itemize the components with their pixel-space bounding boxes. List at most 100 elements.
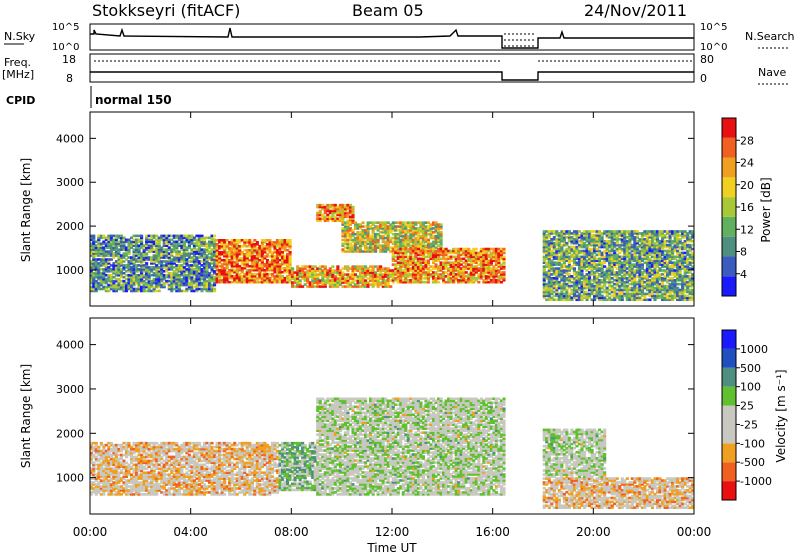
echo-cell (210, 270, 214, 273)
echo-cell (150, 244, 154, 248)
echo-cell (286, 270, 290, 274)
echo-cell (547, 277, 551, 280)
echo-cell (653, 251, 657, 255)
echo-cell (89, 234, 93, 238)
echo-cell (137, 260, 141, 263)
echo-cell (542, 286, 546, 290)
echo-cell (406, 240, 410, 244)
echo-cell (318, 281, 322, 284)
echo-cell (129, 258, 134, 261)
echo-cell (157, 273, 161, 277)
echo-cell (593, 273, 597, 276)
echo-cell (230, 264, 234, 268)
echo-cell (613, 286, 617, 290)
echo-cell (668, 249, 672, 253)
echo-cell (99, 277, 103, 281)
echo-cell (489, 257, 493, 261)
echo-cell (628, 236, 632, 239)
echo-cell (265, 278, 269, 282)
echo-cell (117, 250, 121, 253)
echo-cell (572, 280, 577, 284)
echo-cell (474, 253, 478, 257)
echo-cell (192, 271, 196, 275)
echo-cell (376, 229, 380, 232)
echo-cell (399, 261, 403, 264)
echo-cell (192, 270, 196, 273)
echo-cell (187, 287, 191, 291)
echo-cell (474, 277, 478, 280)
echo-cell (210, 273, 214, 277)
echo-cell (182, 244, 186, 248)
echo-cell (630, 296, 634, 300)
echo-cell (613, 288, 617, 292)
echo-cell (668, 271, 672, 274)
echo-cell (555, 273, 559, 276)
echo-cell (658, 249, 662, 253)
echo-cell (328, 285, 332, 288)
echo-cell (424, 275, 428, 278)
echo-cell (331, 205, 335, 209)
echo-cell (620, 239, 624, 243)
echo-cell (625, 288, 629, 292)
echo-cell (497, 269, 501, 272)
echo-cell (467, 278, 471, 282)
echo-cell (358, 232, 363, 236)
echo-cell (250, 264, 254, 268)
echo-cell (643, 251, 647, 255)
echo-cell (396, 238, 400, 242)
echo-cell (660, 245, 665, 249)
echo-cell (99, 275, 103, 279)
echo-cell (117, 281, 121, 285)
echo-cell (401, 255, 405, 259)
echo-cell (381, 267, 385, 270)
echo-cell (615, 259, 619, 263)
echo-cell (489, 269, 493, 272)
echo-cell (497, 249, 501, 253)
echo-cell (484, 251, 488, 255)
echo-cell (600, 273, 604, 276)
echo-cell (248, 252, 252, 256)
echo-cell (99, 262, 103, 265)
echo-cell (338, 215, 342, 219)
echo-cell (270, 266, 275, 270)
echo-cell (552, 237, 556, 241)
echo-cell (142, 246, 146, 249)
echo-cell (185, 234, 189, 238)
echo-cell (333, 271, 337, 274)
echo-cell (633, 251, 637, 255)
echo-cell (114, 268, 118, 271)
echo-cell (142, 268, 146, 271)
echo-cell (190, 240, 194, 244)
echo-cell (401, 257, 405, 261)
echo-cell (620, 288, 624, 292)
echo-cell (175, 244, 179, 248)
echo-cell (286, 274, 290, 278)
echo-cell (489, 263, 493, 266)
echo-cell (197, 270, 202, 273)
echo-cell (286, 260, 290, 264)
echo-cell (449, 269, 453, 272)
echo-cell (381, 248, 385, 251)
echo-cell (399, 265, 403, 268)
echo-cell (454, 277, 458, 280)
echo-cell (346, 240, 350, 244)
echo-cell (233, 274, 237, 278)
echo-cell (557, 267, 561, 270)
echo-cell (253, 246, 257, 250)
echo-cell (132, 252, 136, 255)
echo-cell (660, 241, 665, 245)
echo-cell (253, 244, 257, 248)
echo-cell (263, 256, 267, 260)
echo-cell (600, 298, 604, 302)
echo-cell (623, 294, 627, 298)
echo-cell (600, 271, 604, 274)
echo-cell (396, 271, 400, 274)
echo-cell (235, 280, 239, 284)
echo-cell (190, 273, 194, 277)
echo-cell (650, 249, 655, 253)
echo-cell (598, 236, 602, 239)
echo-cell (426, 259, 431, 263)
echo-cell (263, 268, 267, 272)
echo-cell (182, 254, 186, 257)
echo-cell (180, 244, 184, 248)
